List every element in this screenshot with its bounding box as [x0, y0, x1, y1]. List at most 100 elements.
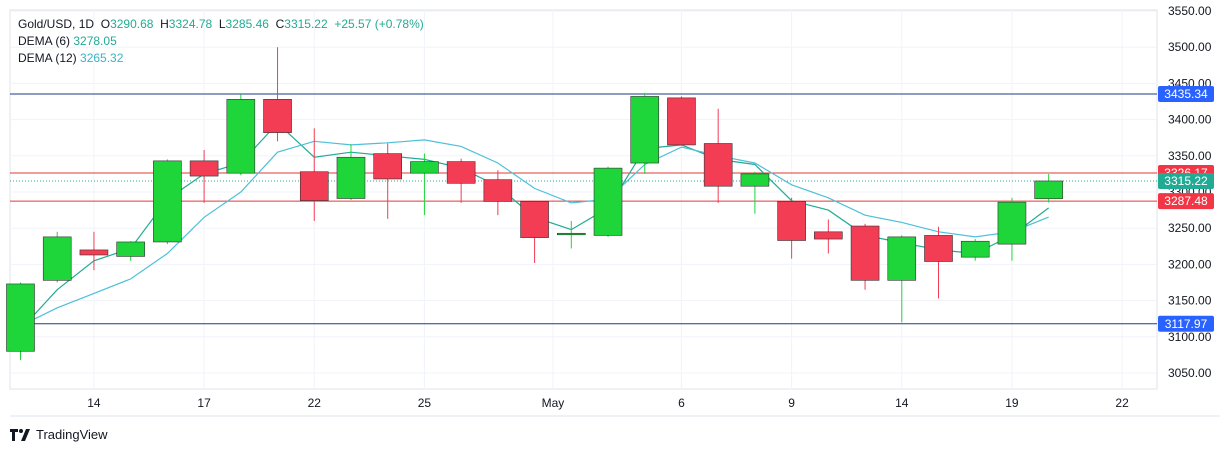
- candle-body: [336, 156, 366, 199]
- candle-body: [740, 173, 770, 187]
- candle-body: [997, 201, 1027, 245]
- x-axis: 14 17 22 25 May 6 9 14 19 22: [87, 396, 1129, 410]
- candle: [446, 158, 476, 203]
- candle-body: [373, 153, 403, 180]
- candle-body: [520, 201, 549, 238]
- candle-body: [924, 235, 953, 262]
- candle: [226, 94, 256, 176]
- candle-body: [887, 236, 917, 281]
- chart-grid: [9, 9, 1220, 417]
- candle-body: [593, 167, 623, 236]
- current-price-badge: 3315.22: [1158, 172, 1214, 189]
- y-tick-label: 3250.00: [1168, 221, 1212, 235]
- level-badge-text: 3435.34: [1164, 87, 1208, 101]
- brand-name: TradingView: [36, 427, 108, 442]
- level-badge-bg: [1158, 193, 1214, 210]
- open-value: 3290.68: [110, 17, 154, 31]
- y-tick-label: 3550.00: [1168, 4, 1212, 18]
- dema6-label: DEMA (6): [18, 34, 71, 48]
- candle: [740, 171, 770, 214]
- open-label: O: [100, 17, 111, 31]
- y-tick-label: 3350.00: [1168, 149, 1212, 163]
- candle: [410, 153, 439, 216]
- candle-body: [556, 232, 586, 236]
- x-tick-label: 9: [788, 396, 795, 410]
- high-label: H: [160, 17, 169, 31]
- level-badge-bg: [1158, 315, 1214, 332]
- candle-body: [703, 143, 733, 187]
- dema12-label: DEMA (12): [18, 51, 77, 65]
- candle: [153, 159, 182, 245]
- x-tick-label: 22: [308, 396, 322, 410]
- candle-body: [667, 97, 696, 146]
- candle: [79, 231, 109, 271]
- ohlc-row: Gold/USD, 1D O3290.68 H3324.78 L3285.46 …: [18, 17, 424, 31]
- y-tick-label: 3150.00: [1168, 294, 1212, 308]
- candle-body: [153, 160, 182, 243]
- candle: [667, 96, 696, 146]
- level-badge-text: 3117.97: [1165, 317, 1208, 331]
- low-label: L: [218, 17, 226, 31]
- interval-label[interactable]: 1D: [78, 17, 95, 31]
- candle: [887, 235, 917, 323]
- candle-body: [299, 171, 329, 201]
- candle-body: [850, 225, 880, 281]
- candle: [997, 197, 1027, 261]
- y-tick-label: 3050.00: [1168, 366, 1212, 380]
- candle: [336, 144, 366, 200]
- y-tick-label: 3400.00: [1168, 113, 1212, 127]
- candle-body: [777, 201, 806, 241]
- high-value: 3324.78: [168, 17, 213, 31]
- candle: [263, 47, 292, 142]
- candle-body: [79, 249, 109, 256]
- symbol-label[interactable]: Gold/USD: [18, 17, 73, 31]
- candle-body: [446, 161, 476, 184]
- candle: [116, 241, 145, 261]
- y-tick-label: 3500.00: [1168, 40, 1212, 54]
- candle-body: [960, 240, 990, 258]
- candle: [6, 282, 35, 360]
- x-tick-label: 14: [87, 396, 101, 410]
- candle: [556, 220, 586, 249]
- chart-legend: Gold/USD, 1D O3290.68 H3324.78 L3285.46 …: [18, 16, 424, 67]
- candle: [703, 108, 733, 203]
- candle-body: [42, 236, 72, 281]
- plot-frame: [9, 9, 1158, 390]
- dema6-row[interactable]: DEMA (6) 3278.05: [18, 33, 424, 50]
- level-badge: 3287.48: [1158, 193, 1214, 210]
- candle: [814, 219, 843, 254]
- dema6-value: 3278.05: [73, 34, 117, 48]
- x-tick-label: 17: [197, 396, 211, 410]
- low-value: 3285.46: [225, 17, 269, 31]
- candle: [850, 223, 880, 290]
- candle: [483, 170, 513, 216]
- level-badge: 3117.97: [1158, 315, 1214, 332]
- x-tick-label: 6: [678, 396, 685, 410]
- level-badge-text: 3287.48: [1164, 194, 1208, 208]
- candle-body: [630, 96, 660, 164]
- x-tick-label: 25: [418, 396, 432, 410]
- candle-body: [483, 179, 513, 202]
- candle: [42, 231, 72, 283]
- y-axis: 3050.003100.003150.003200.003250.003300.…: [1158, 4, 1214, 380]
- candle: [630, 92, 660, 174]
- x-tick-label: 14: [895, 396, 909, 410]
- candle: [924, 226, 953, 299]
- current-price-badge-bg: [1158, 172, 1214, 189]
- candle-body: [263, 99, 292, 133]
- candle: [777, 197, 806, 259]
- candle-body: [6, 283, 35, 352]
- dema12-line: [20, 139, 1049, 327]
- candle-body: [226, 99, 256, 174]
- candle: [1034, 174, 1063, 203]
- candle-body: [116, 241, 145, 257]
- candle: [593, 166, 623, 237]
- y-tick-label: 3200.00: [1168, 257, 1212, 271]
- candle-body: [189, 160, 219, 177]
- close-label: C: [275, 17, 285, 31]
- dema12-row[interactable]: DEMA (12) 3265.32: [18, 50, 424, 67]
- level-badge: 3435.34: [1158, 86, 1214, 103]
- tradingview-icon: [10, 428, 30, 441]
- tradingview-logo[interactable]: TradingView: [10, 427, 108, 442]
